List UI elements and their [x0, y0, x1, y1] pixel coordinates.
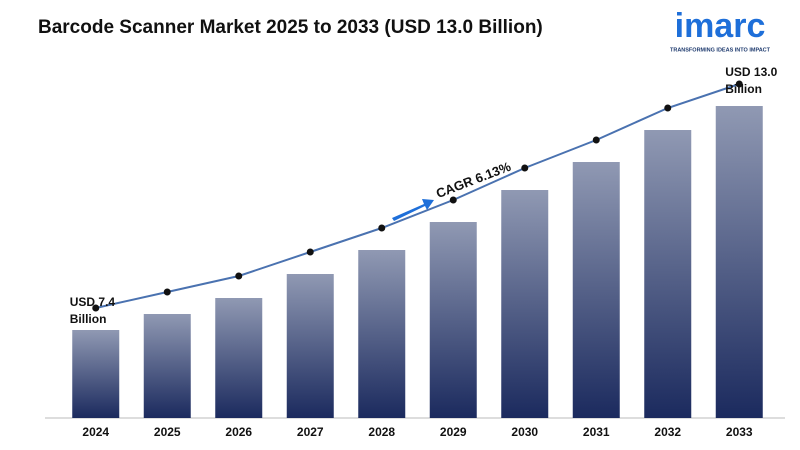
bar: [286, 274, 334, 418]
x-tick-label: 2033: [726, 425, 753, 439]
chart-title: Barcode Scanner Market 2025 to 2033 (USD…: [38, 17, 543, 38]
trend-point: [592, 136, 600, 144]
bar: [501, 190, 549, 418]
bar: [572, 162, 620, 418]
x-tick-label: 2030: [511, 425, 538, 439]
bar: [358, 250, 406, 418]
trend-point: [306, 248, 314, 256]
x-tick-label: 2026: [225, 425, 252, 439]
x-tick-label: 2031: [583, 425, 610, 439]
x-tick-label: 2032: [654, 425, 681, 439]
x-tick-label: 2024: [82, 425, 109, 439]
trend-point: [521, 164, 529, 172]
value-label: USD 7.4 Billion: [69, 295, 116, 326]
trend-point: [92, 304, 100, 312]
bar: [644, 130, 692, 418]
trend-point: [378, 224, 386, 232]
bar: [215, 298, 263, 418]
x-tick-label: 2028: [368, 425, 395, 439]
cagr-arrow: [392, 199, 434, 221]
bar: [715, 106, 763, 418]
trend-point: [735, 80, 743, 88]
trend-point: [449, 196, 457, 204]
bar: [143, 314, 191, 418]
value-label: USD 13.0 Billion: [725, 65, 778, 96]
logo-name: imarc: [675, 7, 766, 45]
x-tick-label: 2029: [440, 425, 467, 439]
trend-point: [664, 104, 672, 112]
trend-point: [163, 288, 171, 296]
x-tick-label: 2025: [154, 425, 181, 439]
x-tick-label: 2027: [297, 425, 324, 439]
trend-line: [95, 83, 740, 309]
trend-point: [235, 272, 243, 280]
bar: [72, 330, 120, 418]
logo-tagline: TRANSFORMING IDEAS INTO IMPACT: [670, 47, 771, 53]
bar: [429, 222, 477, 418]
